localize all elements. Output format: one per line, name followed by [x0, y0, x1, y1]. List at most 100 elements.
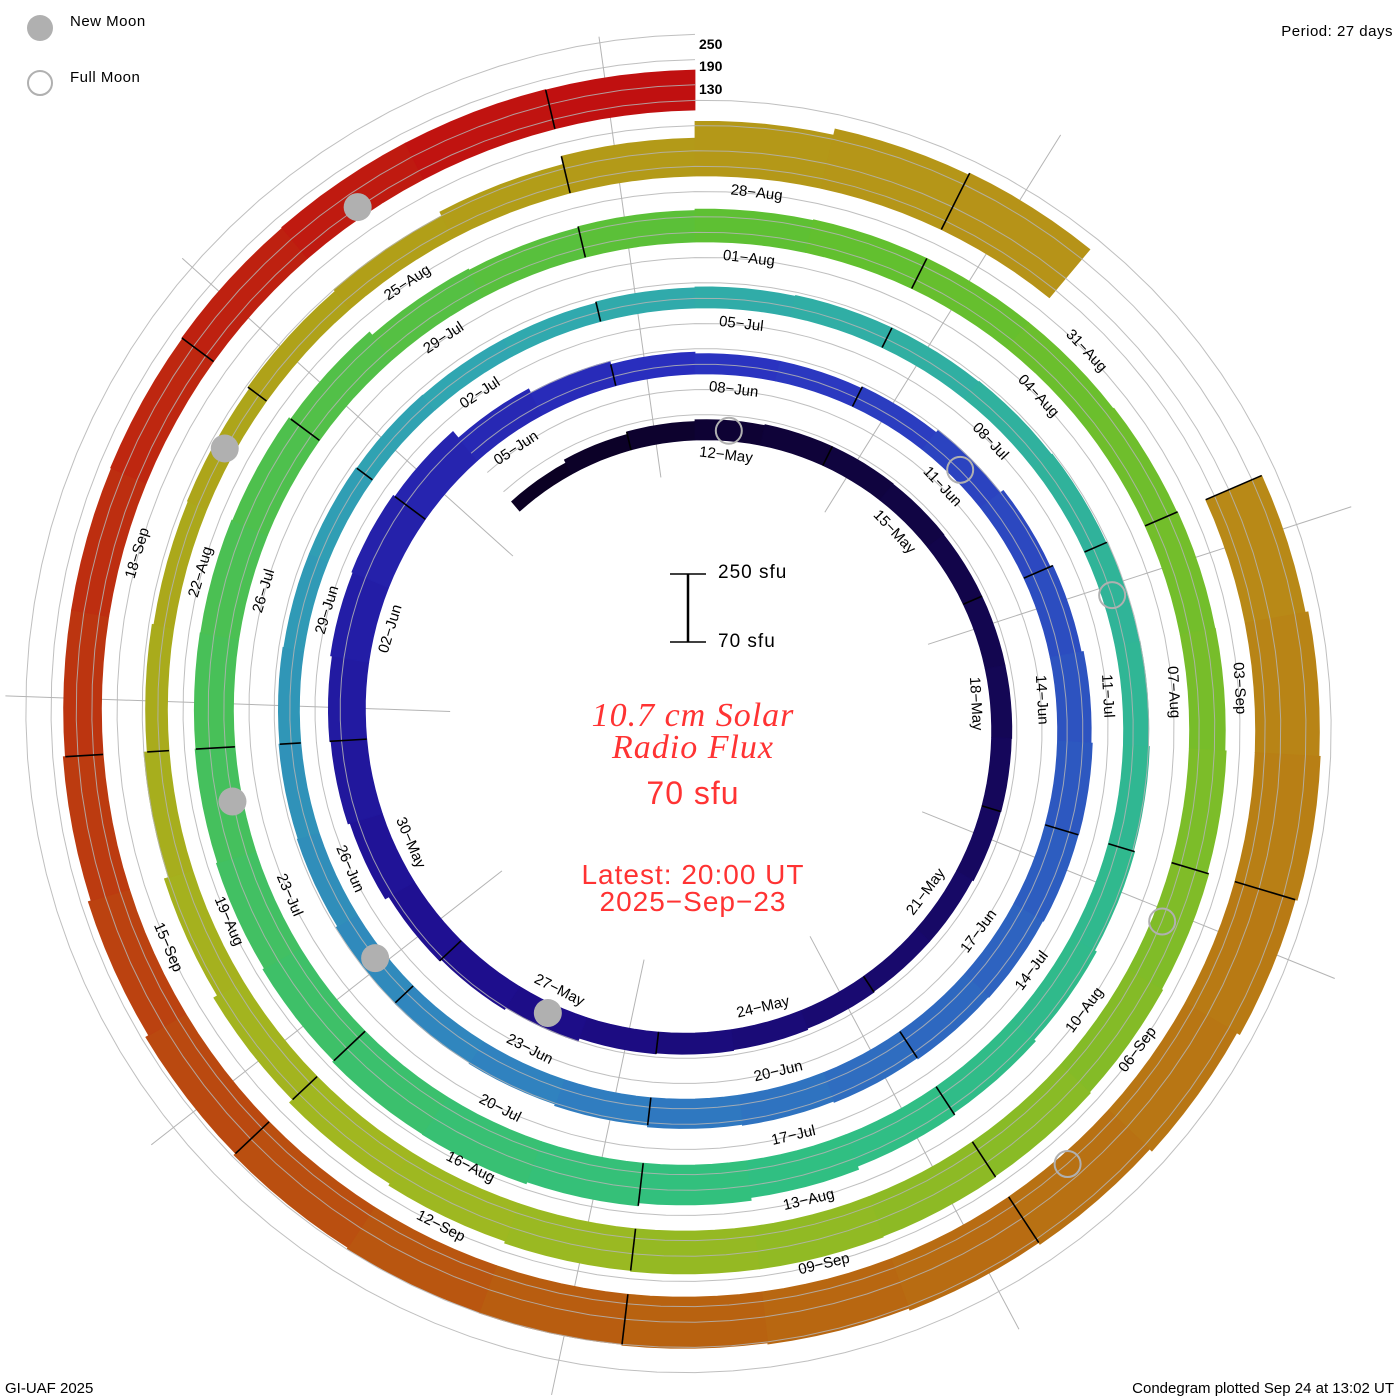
flux-bar — [1171, 748, 1227, 874]
flux-bar — [790, 295, 893, 349]
period-tick — [862, 975, 875, 993]
date-label: 07−Aug — [1164, 666, 1184, 719]
footer-credit: GI-UAF 2025 — [5, 1380, 94, 1397]
flux-bar — [530, 360, 617, 416]
period-tick — [147, 749, 170, 753]
flux-bar — [526, 1141, 644, 1207]
period-ticks — [65, 89, 1296, 1345]
flux-bar — [277, 646, 305, 745]
flux-bar — [822, 1030, 918, 1103]
period-tick — [65, 753, 104, 758]
new-moon-marker — [210, 434, 239, 463]
period-tick — [1234, 880, 1296, 901]
full-moon-legend-icon — [27, 70, 53, 96]
period-label: Period: 27 days — [1281, 23, 1393, 40]
latest-time: Latest: 20:00 UT — [581, 859, 805, 890]
period-tick — [439, 940, 462, 962]
date-label: 14−Jun — [1032, 675, 1052, 726]
period-tick — [1044, 824, 1079, 836]
flux-bar — [638, 1160, 752, 1206]
flux-bar — [626, 421, 696, 451]
period-tick — [1171, 861, 1209, 875]
period-tick — [822, 446, 833, 466]
new-moon-marker — [361, 944, 390, 973]
legend-full-moon: Full Moon — [70, 69, 141, 86]
new-moon-marker — [533, 999, 562, 1028]
period-tick — [971, 1141, 997, 1178]
flux-bar — [110, 337, 215, 484]
date-label: 08−Jun — [708, 378, 759, 401]
flux-bar — [738, 1072, 835, 1126]
flux-bar — [330, 738, 383, 825]
flux-bar — [404, 89, 556, 180]
full-moon-marker — [1098, 581, 1127, 610]
period-tick — [181, 337, 215, 363]
flux-bar — [845, 1086, 956, 1167]
period-tick — [621, 1294, 629, 1345]
flux-bar — [1184, 881, 1296, 1036]
period-tick — [333, 1030, 366, 1062]
flux-bar — [822, 446, 894, 501]
period-tick — [940, 172, 971, 230]
scale-bar — [670, 573, 706, 643]
legend-new-moon: New Moon — [70, 13, 146, 30]
period-tick — [637, 1163, 644, 1206]
flux-bar — [694, 286, 796, 318]
flux-bar — [694, 353, 781, 382]
flux-bar — [761, 1258, 910, 1345]
flux-bar — [394, 985, 484, 1064]
full-moon-marker — [1053, 1150, 1082, 1179]
period-tick — [290, 418, 320, 442]
flux-bar — [232, 417, 320, 537]
period-tick — [609, 364, 617, 386]
new-moon-legend-icon — [27, 15, 53, 41]
period-tick — [629, 1228, 637, 1271]
chart-title-line2: Radio Flux — [611, 729, 775, 766]
date-label: 11−Jul — [1098, 674, 1117, 718]
flux-bar — [1179, 627, 1226, 752]
flux-bar — [439, 163, 571, 239]
flux-bar — [800, 975, 875, 1029]
flux-bar — [911, 257, 1030, 349]
period-tick — [851, 386, 863, 407]
period-tick — [1023, 564, 1054, 579]
chart-title-line1: 10.7 cm Solar — [591, 697, 795, 734]
new-moon-marker — [218, 787, 247, 816]
full-moon-marker — [1148, 907, 1177, 936]
flux-bar — [694, 208, 814, 253]
flux-bar — [145, 623, 175, 753]
flux-bar — [327, 655, 370, 742]
period-tick — [963, 595, 983, 605]
flux-bar — [1127, 862, 1210, 990]
flux-bar — [193, 632, 240, 750]
period-tick — [911, 258, 928, 289]
date-label: 20−Jun — [752, 1057, 804, 1085]
flux-bar — [1144, 511, 1216, 635]
flux-bar — [621, 1291, 769, 1349]
moon-markers — [210, 193, 1177, 1179]
period-tick — [935, 1086, 956, 1116]
period-tick — [899, 1031, 918, 1059]
current-flux-value: 70 sfu — [646, 775, 740, 811]
new-moon-marker — [343, 193, 372, 222]
flux-bar — [278, 742, 320, 840]
latest-date: 2025−Sep−23 — [599, 886, 787, 917]
flux-bar — [545, 69, 696, 130]
flux-bar — [554, 1079, 652, 1126]
flux-bar — [1085, 407, 1178, 527]
flux-bar — [899, 973, 989, 1060]
date-label: 17−Jul — [770, 1122, 817, 1149]
flux-bar — [388, 881, 462, 962]
flux-bar — [820, 128, 970, 231]
flux-bar — [63, 609, 110, 758]
flux-bar — [630, 1225, 760, 1275]
full-moon-marker — [946, 455, 975, 484]
scale-bar-bottom-label: 70 sfu — [718, 631, 776, 652]
date-label: 28−Aug — [730, 181, 784, 204]
period-tick — [195, 745, 235, 750]
period-tick — [394, 496, 426, 520]
reference-spiral-190 — [50, 59, 1307, 1348]
period-tick — [1084, 541, 1108, 553]
period-tick — [1108, 843, 1135, 853]
period-tick — [646, 1097, 652, 1126]
